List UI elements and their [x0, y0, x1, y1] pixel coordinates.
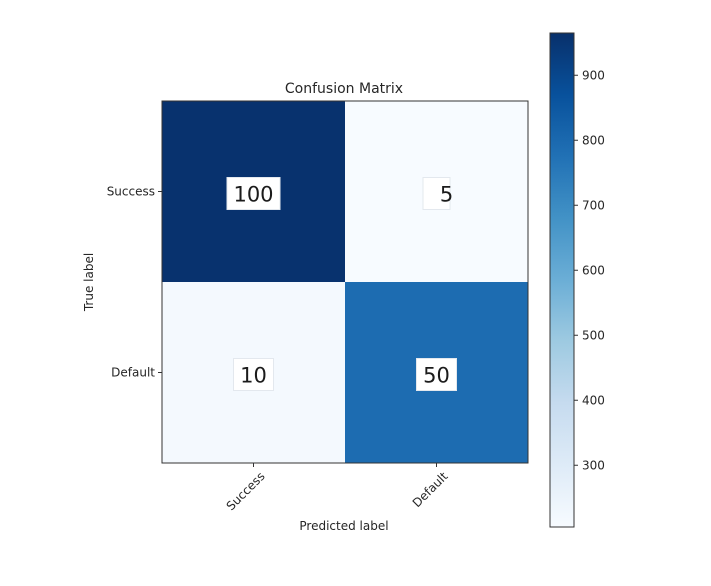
- cell-annotation-1-0: 10: [240, 364, 267, 388]
- colorbar-tick-label-2: 500: [582, 328, 605, 342]
- colorbar-tick-label-3: 600: [582, 263, 605, 277]
- cell-annotation-0-0: 100: [233, 183, 273, 207]
- colorbar-tick-label-6: 900: [582, 68, 605, 82]
- chart-title: Confusion Matrix: [285, 81, 403, 97]
- cell-annotation-box-0-0: [226, 177, 281, 210]
- y-tick-label-0: Success: [107, 185, 155, 199]
- x-tick-label-0: Success: [224, 469, 268, 513]
- cell-annotation-box-1-0: [233, 358, 274, 391]
- heatmap-frame: [161, 100, 529, 464]
- x-axis-label: Predicted label: [299, 519, 388, 533]
- colorbar-tick-label-1: 400: [582, 393, 605, 407]
- y-tick-label-1: Default: [111, 366, 155, 380]
- y-axis-label: True label: [82, 253, 96, 312]
- colorbar-gradient: [550, 33, 574, 527]
- cell-annotation-1-1: 50: [423, 364, 450, 388]
- colorbar-tick-label-5: 800: [582, 133, 605, 147]
- cell-annotation-0-1: 5: [440, 183, 453, 207]
- heatmap-group: 100 5 10 50 Success Default Success Default: [107, 100, 529, 513]
- x-tick-label-1: Default: [410, 469, 451, 510]
- cell-annotation-box-1-1: [416, 358, 457, 391]
- cell-annotation-box-0-1: [422, 177, 451, 210]
- colorbar: 300 400 500 600 700 800 900: [549, 32, 605, 528]
- colorbar-tick-label-4: 700: [582, 198, 605, 212]
- colorbar-tick-label-0: 300: [582, 458, 605, 472]
- colorbar-frame: [549, 32, 575, 528]
